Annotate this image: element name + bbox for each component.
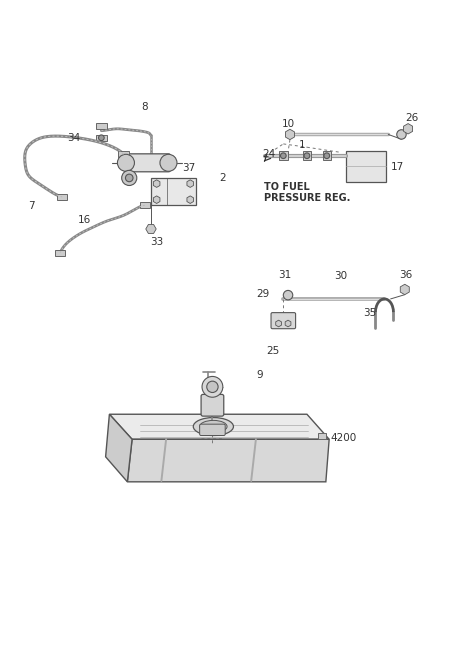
Text: 35: 35 xyxy=(364,309,377,318)
Text: 1: 1 xyxy=(299,140,306,150)
Circle shape xyxy=(207,381,218,393)
Text: 9: 9 xyxy=(256,369,263,380)
Circle shape xyxy=(281,153,286,159)
Polygon shape xyxy=(128,439,329,482)
Ellipse shape xyxy=(193,417,234,435)
Circle shape xyxy=(118,154,135,171)
Bar xyxy=(346,151,386,182)
Text: 24: 24 xyxy=(263,149,276,159)
Circle shape xyxy=(126,174,133,182)
Text: 10: 10 xyxy=(282,119,295,129)
Bar xyxy=(118,151,129,157)
Text: 16: 16 xyxy=(78,215,91,225)
Text: 29: 29 xyxy=(256,289,269,299)
Circle shape xyxy=(397,130,406,139)
Text: 7: 7 xyxy=(28,201,35,212)
Text: 34: 34 xyxy=(67,133,80,143)
Bar xyxy=(55,250,65,256)
Bar xyxy=(151,178,196,205)
Circle shape xyxy=(160,154,177,171)
Text: 30: 30 xyxy=(335,271,347,281)
Bar xyxy=(279,151,288,160)
FancyBboxPatch shape xyxy=(124,154,170,172)
Bar xyxy=(318,433,326,439)
Text: 25: 25 xyxy=(266,346,280,356)
Bar xyxy=(57,193,67,200)
Circle shape xyxy=(283,291,293,300)
Text: 36: 36 xyxy=(400,270,413,280)
FancyBboxPatch shape xyxy=(200,424,225,435)
Polygon shape xyxy=(109,414,329,439)
Text: 4200: 4200 xyxy=(330,433,357,443)
Circle shape xyxy=(324,153,329,159)
Polygon shape xyxy=(106,414,132,482)
FancyBboxPatch shape xyxy=(271,313,296,329)
Bar xyxy=(303,151,311,160)
Text: 2: 2 xyxy=(219,173,226,183)
Text: 17: 17 xyxy=(391,162,404,172)
Circle shape xyxy=(122,170,137,186)
Bar xyxy=(96,123,107,129)
Text: TO FUEL
PRESSURE REG.: TO FUEL PRESSURE REG. xyxy=(264,182,351,203)
Circle shape xyxy=(304,153,310,159)
Text: 37: 37 xyxy=(182,162,196,173)
FancyBboxPatch shape xyxy=(201,395,224,416)
Text: 31: 31 xyxy=(279,270,292,280)
Text: 8: 8 xyxy=(142,102,148,112)
Ellipse shape xyxy=(200,421,227,433)
Text: 26: 26 xyxy=(405,113,419,123)
Bar xyxy=(96,135,107,141)
Text: 33: 33 xyxy=(150,237,163,248)
Circle shape xyxy=(202,377,223,397)
Bar xyxy=(140,203,150,208)
Circle shape xyxy=(99,135,104,140)
Bar xyxy=(322,151,331,160)
